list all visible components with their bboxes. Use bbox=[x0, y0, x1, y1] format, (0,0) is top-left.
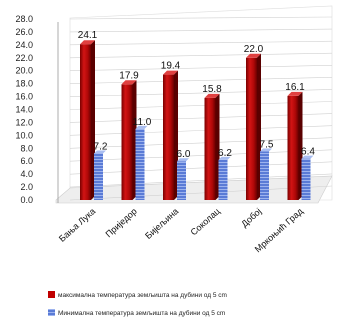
bar-max bbox=[204, 97, 216, 200]
data-label-max: 17.9 bbox=[119, 70, 139, 81]
y-tick-label: 10.0 bbox=[15, 130, 33, 140]
data-label-max: 19.4 bbox=[161, 61, 181, 72]
y-tick-label: 26.0 bbox=[15, 27, 33, 37]
gridline bbox=[69, 64, 333, 72]
y-tick-label: 6.0 bbox=[20, 156, 33, 166]
bars bbox=[80, 40, 314, 201]
category-labels: Бања Лука Приједор Бијељина Соколац ДобојМрк… bbox=[57, 206, 305, 255]
bar-max bbox=[246, 57, 257, 201]
bar-max bbox=[163, 74, 174, 200]
x-category-label: Бијељина bbox=[143, 206, 180, 241]
x-category-label: Приједор bbox=[103, 206, 138, 239]
bar-min-top bbox=[301, 155, 314, 159]
bar-min bbox=[94, 153, 103, 200]
y-tick-label: 12.0 bbox=[15, 117, 33, 127]
data-label-min: 7.5 bbox=[260, 140, 274, 151]
data-label-min: 6.4 bbox=[301, 147, 315, 158]
legend-label: максимална температура земљишта на дубин… bbox=[58, 291, 227, 299]
bar-max bbox=[121, 84, 133, 200]
data-label-min: 6.2 bbox=[218, 148, 232, 159]
legend: максимална температура земљишта на дубин… bbox=[48, 291, 227, 317]
gridline bbox=[69, 28, 333, 33]
gridline bbox=[69, 16, 333, 20]
bar-min bbox=[135, 128, 145, 200]
bar-max-top bbox=[163, 70, 178, 75]
y-tick-label: 24.0 bbox=[15, 40, 33, 50]
y-tick-label: 2.0 bbox=[20, 182, 33, 192]
data-labels: 24.1 7.2 17.9 11.0 19.4 6.0 15.8 6.2 22.0 7.5 16.1… bbox=[78, 30, 316, 160]
x-category-label: Соколац bbox=[189, 206, 222, 237]
bar-min bbox=[260, 151, 269, 200]
bar-min bbox=[177, 161, 186, 200]
bar-max bbox=[287, 95, 299, 200]
data-label-max: 22.0 bbox=[244, 44, 264, 55]
bar-max-top bbox=[246, 53, 261, 58]
legend-swatch bbox=[48, 309, 55, 316]
gridline bbox=[69, 52, 333, 59]
y-tick-label: 16.0 bbox=[15, 92, 33, 102]
y-tick-label: 18.0 bbox=[15, 79, 33, 89]
data-label-max: 24.1 bbox=[78, 30, 98, 41]
bar-max-top bbox=[287, 91, 303, 96]
bar-min bbox=[301, 158, 311, 200]
data-label-min: 11.0 bbox=[133, 117, 152, 128]
bar-max-top bbox=[80, 40, 95, 45]
bar-max-top bbox=[204, 93, 220, 98]
y-tick-label: 14.0 bbox=[15, 105, 33, 115]
y-tick-label: 20.0 bbox=[15, 66, 33, 76]
bar-min-top bbox=[218, 156, 231, 160]
y-axis-ticks: 0.0 2.0 4.0 6.0 8.0 10.0 12.0 14.0 16.0 18.0 20.0 2… bbox=[15, 14, 33, 205]
bar-min-top bbox=[177, 158, 189, 162]
legend-swatch bbox=[48, 291, 55, 298]
gridline bbox=[69, 77, 333, 84]
y-tick-label: 4.0 bbox=[20, 169, 33, 179]
y-tick-label: 28.0 bbox=[15, 14, 33, 24]
data-label-min: 6.0 bbox=[177, 149, 191, 160]
y-tick-label: 0.0 bbox=[20, 195, 33, 205]
bar-min bbox=[218, 159, 228, 200]
bar-min-top bbox=[260, 148, 272, 152]
y-tick-label: 22.0 bbox=[15, 53, 33, 63]
gridline bbox=[69, 89, 333, 97]
bar-min-top bbox=[94, 150, 106, 154]
gridline bbox=[69, 40, 333, 46]
bar-max bbox=[80, 44, 91, 201]
y-tick-label: 8.0 bbox=[20, 143, 33, 153]
data-label-max: 16.1 bbox=[285, 82, 305, 93]
x-category-label: Добој bbox=[239, 206, 263, 229]
bar-min-top bbox=[135, 125, 148, 129]
bar-max-top bbox=[121, 80, 137, 85]
legend-label: Минимална температура земљишта на дубини… bbox=[58, 309, 225, 317]
x-category-label: Бања Лука bbox=[57, 206, 97, 244]
data-label-min: 7.2 bbox=[94, 141, 108, 152]
data-label-max: 15.8 bbox=[202, 84, 222, 95]
